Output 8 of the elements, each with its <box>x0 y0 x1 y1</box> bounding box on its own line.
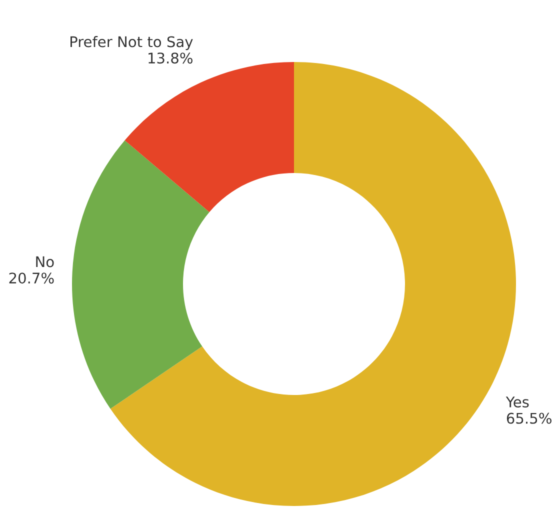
data-label: 65.5% <box>506 412 552 424</box>
slice-label: Yes <box>506 396 529 408</box>
slice-label: No <box>36 256 54 268</box>
donut-slice <box>72 140 210 409</box>
donut-slice <box>124 62 294 212</box>
data-label: 13.8% <box>148 52 192 64</box>
data-label: 20.7% <box>9 272 54 284</box>
slice-label: Prefer Not to Say <box>70 36 193 50</box>
